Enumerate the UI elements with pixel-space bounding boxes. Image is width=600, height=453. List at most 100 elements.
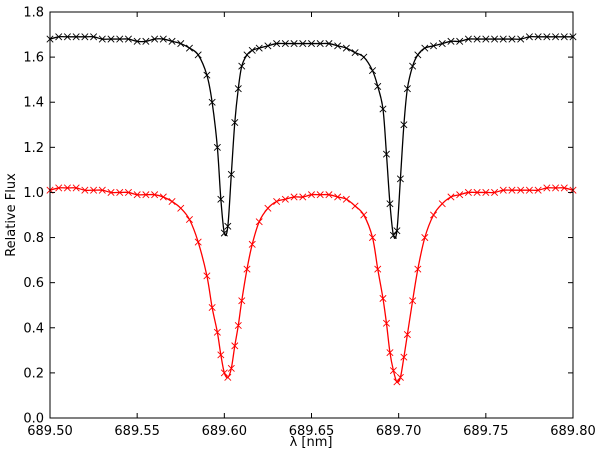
data-point — [185, 44, 193, 52]
data-point — [248, 46, 256, 54]
data-point — [290, 40, 298, 48]
data-point — [281, 40, 289, 48]
data-point — [400, 121, 408, 129]
data-point — [238, 62, 246, 70]
data-point — [334, 42, 342, 50]
data-point — [389, 367, 397, 375]
data-point — [231, 342, 239, 350]
data-point — [316, 40, 324, 48]
y-tick-label: 1.6 — [23, 51, 44, 66]
data-point — [159, 35, 167, 43]
data-point — [90, 186, 98, 194]
x-tick-label: 689.65 — [289, 424, 335, 439]
data-point — [552, 184, 560, 192]
y-axis-label: Relative Flux — [4, 173, 19, 257]
data-point — [517, 186, 525, 194]
data-point — [290, 193, 298, 201]
data-point — [464, 35, 472, 43]
data-point — [213, 143, 221, 151]
data-point — [393, 378, 401, 386]
data-point — [224, 222, 232, 230]
data-point — [299, 40, 307, 48]
data-point — [299, 193, 307, 201]
data-point — [142, 191, 150, 199]
data-point — [159, 193, 167, 201]
data-point — [447, 193, 455, 201]
data-point — [255, 44, 263, 52]
data-point — [168, 37, 176, 45]
y-tick-label: 0.6 — [23, 276, 44, 291]
data-point — [63, 33, 71, 41]
data-point — [203, 272, 211, 280]
data-point — [403, 331, 411, 339]
data-point — [360, 53, 368, 61]
data-point — [248, 240, 256, 248]
data-point — [124, 188, 132, 196]
data-point — [386, 200, 394, 208]
data-point — [414, 265, 422, 273]
data-point — [227, 364, 235, 372]
data-point — [543, 33, 551, 41]
data-point — [98, 35, 106, 43]
data-point — [208, 303, 216, 311]
data-point — [379, 105, 387, 113]
data-point — [81, 33, 89, 41]
data-point — [264, 42, 272, 50]
y-axis: 0.0 0.2 0.4 0.6 0.8 1.0 1.2 1.4 1.6 1.8 — [23, 6, 573, 427]
data-point — [438, 40, 446, 48]
data-point — [213, 328, 221, 336]
data-point — [217, 351, 225, 359]
x-tick-label: 689.60 — [202, 424, 248, 439]
data-point — [491, 35, 499, 43]
data-point — [151, 191, 159, 199]
data-point — [374, 82, 382, 90]
data-point — [368, 234, 377, 242]
data-point — [342, 195, 350, 203]
x-tick-label: 689.70 — [376, 424, 422, 439]
data-point — [72, 184, 80, 192]
data-point — [208, 98, 216, 106]
data-point — [98, 186, 106, 194]
data-point — [273, 40, 281, 48]
y-tick-label: 0.2 — [23, 366, 44, 381]
data-point — [325, 40, 333, 48]
data-point — [231, 119, 239, 127]
data-point — [168, 197, 176, 205]
data-point — [430, 42, 438, 50]
data-point — [234, 322, 242, 330]
data-point — [534, 186, 542, 194]
data-point — [421, 234, 429, 242]
data-point — [116, 188, 124, 196]
data-point — [124, 35, 132, 43]
data-point — [456, 191, 464, 199]
data-point — [499, 186, 507, 194]
data-point — [342, 44, 350, 52]
x-axis: 689.50 689.55 689.60 689.65 689.70 689.75 689.… — [27, 12, 596, 439]
data-point — [368, 67, 377, 75]
data-point — [234, 85, 242, 93]
data-point — [560, 33, 568, 41]
data-point — [273, 197, 281, 205]
data-point — [264, 204, 272, 212]
data-point — [351, 202, 359, 210]
y-tick-label: 1.8 — [23, 6, 44, 21]
x-tick-label: 689.80 — [550, 424, 596, 439]
data-point — [403, 85, 411, 93]
data-point — [72, 33, 80, 41]
data-point — [243, 265, 251, 273]
data-point — [508, 35, 516, 43]
data-point — [194, 51, 202, 59]
data-point — [508, 186, 516, 194]
data-point — [133, 37, 141, 45]
data-point — [473, 35, 481, 43]
data-point — [389, 231, 397, 239]
data-point — [351, 49, 359, 57]
data-point — [525, 33, 533, 41]
y-tick-label: 1.2 — [23, 141, 44, 156]
data-point — [386, 349, 394, 357]
y-tick-label: 1.4 — [23, 96, 44, 111]
data-point — [482, 188, 490, 196]
data-point — [255, 218, 263, 226]
